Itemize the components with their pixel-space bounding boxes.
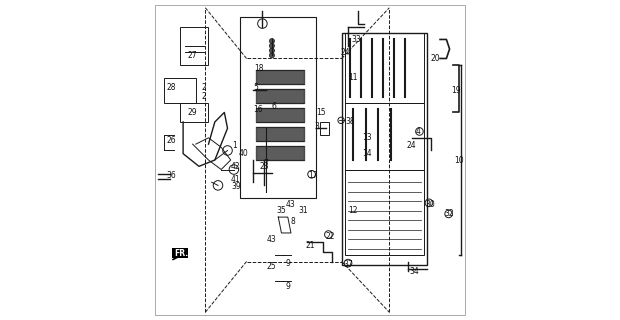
Circle shape bbox=[270, 43, 275, 48]
Text: 11: 11 bbox=[348, 73, 358, 82]
Text: 10: 10 bbox=[454, 156, 464, 164]
Text: 42: 42 bbox=[230, 162, 240, 171]
Text: 8: 8 bbox=[290, 217, 295, 226]
Text: 28: 28 bbox=[167, 83, 176, 92]
Text: FR.: FR. bbox=[175, 249, 188, 258]
Text: 2: 2 bbox=[202, 92, 206, 101]
Text: 26: 26 bbox=[167, 136, 176, 146]
Text: 18: 18 bbox=[254, 63, 264, 73]
Text: 1: 1 bbox=[232, 141, 237, 150]
Circle shape bbox=[270, 38, 275, 44]
Text: 43: 43 bbox=[267, 235, 276, 244]
Text: 30: 30 bbox=[425, 200, 435, 209]
Text: 5: 5 bbox=[254, 83, 259, 92]
Text: 9: 9 bbox=[285, 282, 290, 292]
Text: 15: 15 bbox=[316, 108, 326, 117]
Text: 17: 17 bbox=[308, 172, 318, 180]
Text: 33: 33 bbox=[351, 35, 361, 44]
Text: 29: 29 bbox=[188, 108, 197, 117]
Text: 37: 37 bbox=[343, 260, 353, 269]
Text: 21: 21 bbox=[305, 241, 315, 250]
Text: 32: 32 bbox=[445, 209, 454, 219]
Text: 31: 31 bbox=[299, 206, 309, 215]
Text: 34: 34 bbox=[410, 267, 420, 276]
Text: 39: 39 bbox=[231, 182, 241, 191]
Text: 13: 13 bbox=[362, 133, 372, 142]
Text: 36: 36 bbox=[166, 172, 176, 180]
Text: 22: 22 bbox=[326, 232, 335, 241]
Text: 24: 24 bbox=[407, 141, 416, 150]
Text: 35: 35 bbox=[277, 206, 286, 215]
Text: 40: 40 bbox=[239, 149, 248, 158]
Text: 7: 7 bbox=[263, 159, 268, 168]
Text: 3: 3 bbox=[314, 122, 319, 131]
Text: 43: 43 bbox=[286, 200, 296, 209]
Text: 24: 24 bbox=[340, 48, 350, 57]
Text: 20: 20 bbox=[430, 54, 440, 63]
Circle shape bbox=[270, 53, 275, 58]
Text: 27: 27 bbox=[188, 51, 197, 60]
Text: 16: 16 bbox=[253, 105, 262, 114]
Text: 14: 14 bbox=[362, 149, 372, 158]
Text: 12: 12 bbox=[348, 206, 358, 215]
Text: 38: 38 bbox=[346, 117, 355, 126]
Text: 19: 19 bbox=[451, 86, 461, 95]
Text: 41: 41 bbox=[231, 174, 241, 184]
Text: FR.: FR. bbox=[173, 249, 187, 258]
Text: 6: 6 bbox=[271, 101, 276, 111]
Text: 2: 2 bbox=[202, 83, 206, 92]
Text: 9: 9 bbox=[285, 259, 290, 268]
Circle shape bbox=[270, 48, 275, 53]
Text: 4: 4 bbox=[415, 127, 420, 136]
Text: 25: 25 bbox=[267, 262, 276, 271]
Text: 23: 23 bbox=[259, 162, 269, 171]
